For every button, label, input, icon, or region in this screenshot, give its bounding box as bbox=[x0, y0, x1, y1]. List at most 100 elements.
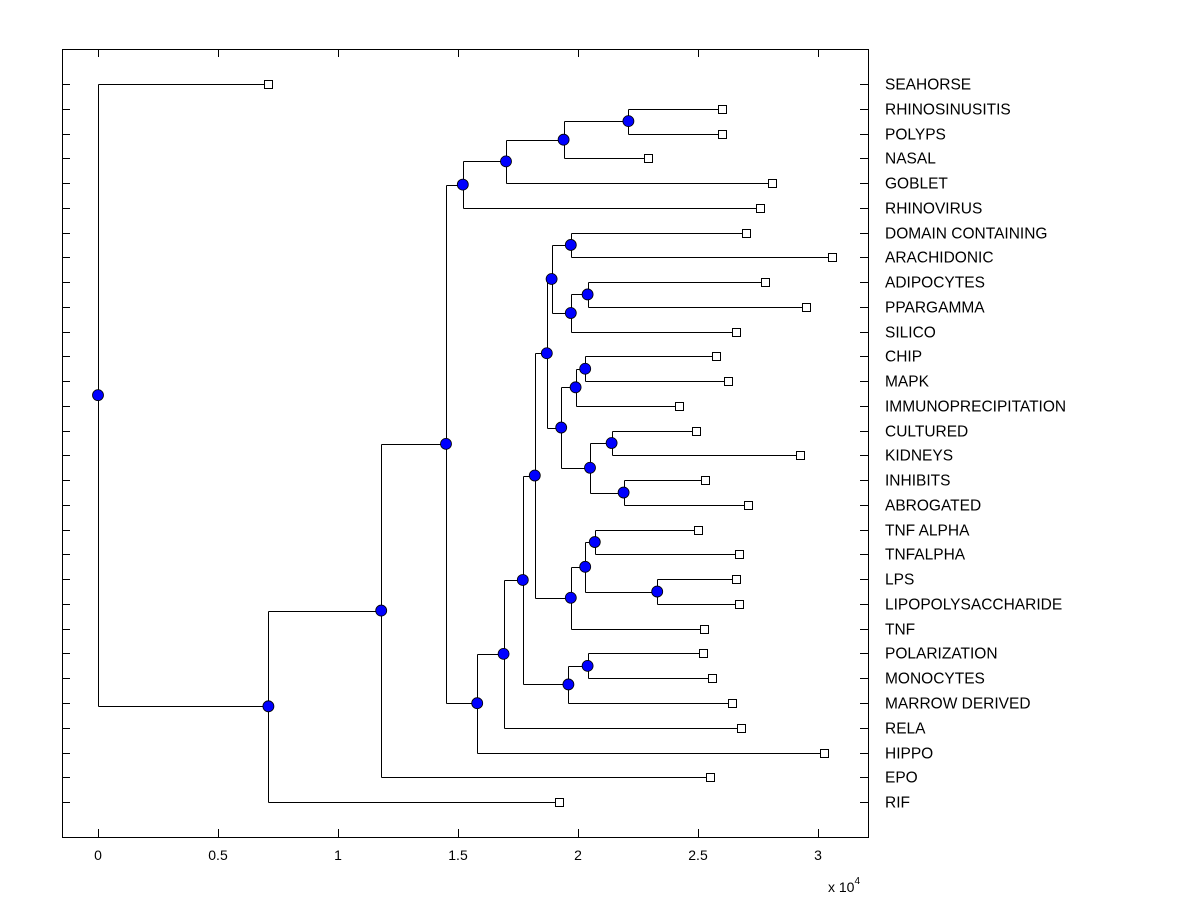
leaf-label: MAPK bbox=[885, 374, 930, 391]
x-tick-label: 1.5 bbox=[448, 847, 468, 863]
leaf-node-marker bbox=[264, 80, 273, 89]
leaf-node-marker bbox=[701, 476, 710, 485]
axes-box bbox=[62, 49, 869, 838]
leaf-label: TNFALPHA bbox=[885, 547, 966, 564]
x-tick-label: 2.5 bbox=[688, 847, 708, 863]
leaf-label: POLARIZATION bbox=[885, 646, 998, 663]
leaf-label: LIPOPOLYSACCHARIDE bbox=[885, 597, 1062, 614]
leaf-node-marker bbox=[700, 625, 709, 634]
branch-node-marker bbox=[557, 133, 570, 146]
branch-node-marker bbox=[651, 585, 664, 598]
leaf-node-marker bbox=[718, 130, 727, 139]
branch-node-marker bbox=[581, 288, 594, 301]
leaf-label: ARACHIDONIC bbox=[885, 250, 994, 267]
leaf-label: DOMAIN CONTAINING bbox=[885, 226, 1047, 243]
leaf-node-marker bbox=[735, 600, 744, 609]
branch-node-marker bbox=[584, 461, 596, 474]
leaf-node-marker bbox=[699, 649, 708, 658]
leaf-label: ABROGATED bbox=[885, 498, 981, 515]
leaf-label: MONOCYTES bbox=[885, 671, 985, 688]
x-tick-label: 2 bbox=[574, 847, 582, 863]
leaf-label: CHIP bbox=[885, 349, 922, 366]
leaf-node-marker bbox=[820, 749, 829, 758]
leaf-label: TNF bbox=[885, 622, 915, 639]
x-tick-label: 0 bbox=[94, 847, 102, 863]
leaf-node-marker bbox=[735, 550, 744, 559]
leaf-label: RELA bbox=[885, 721, 926, 738]
leaf-label: EPO bbox=[885, 770, 918, 787]
x-tick-label: 3 bbox=[814, 847, 822, 863]
leaf-node-marker bbox=[828, 253, 837, 262]
leaf-label: CULTURED bbox=[885, 424, 968, 441]
leaf-label: MARROW DERIVED bbox=[885, 696, 1031, 713]
leaf-node-marker bbox=[732, 575, 741, 584]
leaf-node-marker bbox=[744, 501, 753, 510]
leaf-label: RHINOSINUSITIS bbox=[885, 102, 1011, 119]
leaf-node-marker bbox=[692, 427, 701, 436]
branch-node-marker bbox=[500, 155, 512, 168]
leaf-node-marker bbox=[796, 451, 805, 460]
leaf-node-marker bbox=[768, 179, 777, 188]
branch-node-marker bbox=[516, 574, 529, 586]
axis-ticks: 0 0.5 1 1.5 2 2.5 3 bbox=[62, 49, 868, 863]
leaf-label: SEAHORSE bbox=[885, 77, 971, 94]
branch-node-marker bbox=[579, 560, 592, 573]
branch-node-marker bbox=[564, 307, 577, 319]
leaf-node-marker bbox=[675, 402, 684, 411]
branch-node-marker bbox=[555, 421, 568, 434]
branch-node-marker bbox=[581, 659, 594, 672]
branch-node-marker bbox=[588, 536, 601, 548]
branch-node-marker bbox=[579, 362, 592, 375]
tree-edges bbox=[98, 84, 833, 803]
branch-node-marker bbox=[440, 437, 452, 450]
branch-node-marker bbox=[617, 486, 630, 499]
leaf-node-marker bbox=[644, 154, 653, 163]
leaf-node-marker bbox=[718, 105, 727, 114]
branch-node-marker bbox=[262, 700, 275, 713]
x-tick-label: 1 bbox=[334, 847, 342, 863]
tree-nodes bbox=[92, 80, 837, 807]
leaf-label: INHIBITS bbox=[885, 473, 950, 490]
leaf-node-marker bbox=[706, 773, 715, 782]
branch-node-marker bbox=[622, 115, 635, 128]
branch-node-marker bbox=[528, 469, 541, 482]
leaf-label: PPARGAMMA bbox=[885, 300, 985, 317]
leaf-label: LPS bbox=[885, 572, 914, 589]
leaf-node-marker bbox=[761, 278, 770, 287]
leaf-node-marker bbox=[712, 352, 721, 361]
branch-node-marker bbox=[456, 178, 469, 191]
leaf-label: GOBLET bbox=[885, 176, 948, 193]
leaf-labels: SEAHORSE RHINOSINUSITIS POLYPS NASAL GOBLET R… bbox=[885, 77, 1066, 812]
leaf-label: NASAL bbox=[885, 151, 936, 168]
leaf-node-marker bbox=[728, 699, 737, 708]
leaf-node-marker bbox=[694, 526, 703, 535]
branch-node-marker bbox=[564, 591, 577, 604]
branch-node-marker bbox=[540, 347, 553, 360]
branch-node-marker bbox=[605, 437, 618, 449]
leaf-label: POLYPS bbox=[885, 127, 946, 144]
leaf-node-marker bbox=[756, 204, 765, 213]
branch-node-marker bbox=[562, 678, 575, 691]
branch-node-marker bbox=[471, 697, 484, 710]
leaf-label: RHINOVIRUS bbox=[885, 201, 982, 218]
branch-node-marker bbox=[497, 647, 510, 660]
leaf-node-marker bbox=[802, 303, 811, 312]
leaf-node-marker bbox=[724, 377, 733, 386]
leaf-node-marker bbox=[555, 798, 564, 807]
leaf-label: KIDNEYS bbox=[885, 448, 953, 465]
x-multiplier-label: x 104 bbox=[828, 876, 860, 895]
branch-node-marker bbox=[569, 381, 582, 394]
leaf-node-marker bbox=[737, 724, 746, 733]
leaf-label: HIPPO bbox=[885, 746, 933, 763]
leaf-label: IMMUNOPRECIPITATION bbox=[885, 399, 1066, 416]
branch-node-marker bbox=[564, 239, 577, 251]
leaf-node-marker bbox=[708, 674, 717, 683]
leaf-label: ADIPOCYTES bbox=[885, 275, 985, 292]
leaf-label: TNF ALPHA bbox=[885, 523, 970, 540]
branch-node-marker bbox=[375, 604, 388, 617]
leaf-label: SILICO bbox=[885, 325, 936, 342]
branch-node-marker bbox=[92, 389, 104, 402]
leaf-node-marker bbox=[742, 229, 751, 238]
branch-node-marker bbox=[545, 273, 558, 285]
